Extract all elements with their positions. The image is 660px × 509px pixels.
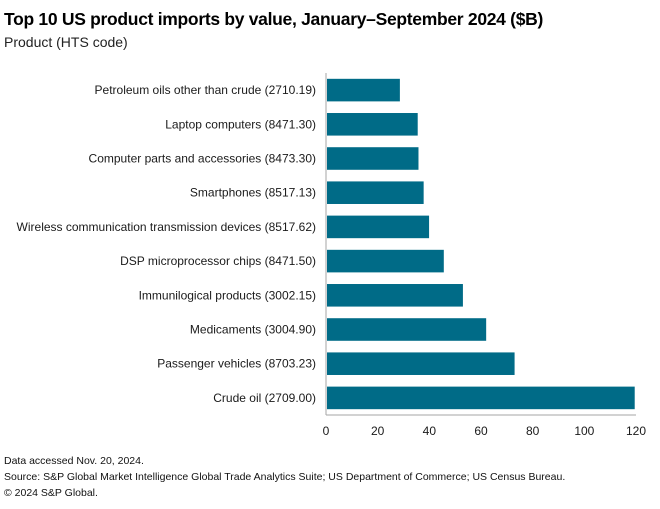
category-label: DSP microprocessor chips (8471.50) [120, 254, 316, 268]
bar-2 [327, 147, 419, 170]
footer-source: Source: S&P Global Market Intelligence G… [4, 471, 566, 483]
footer-copyright: © 2024 S&P Global. [4, 487, 98, 499]
bar-9 [327, 386, 635, 410]
x-tick-label: 20 [371, 424, 385, 438]
bar-5 [327, 249, 444, 273]
bar-3 [327, 181, 424, 204]
category-labels: Petroleum oils other than crude (2710.19… [17, 83, 316, 405]
bars-group [327, 78, 635, 410]
chart-subtitle: Product (HTS code) [4, 34, 128, 50]
category-label: Smartphones (8517.13) [190, 186, 316, 200]
category-label: Medicaments (3004.90) [190, 323, 316, 337]
x-tick-label: 120 [626, 424, 646, 438]
category-label: Computer parts and accessories (8473.30) [89, 152, 316, 166]
category-label: Crude oil (2709.00) [213, 391, 316, 405]
x-tick-label: 60 [474, 424, 488, 438]
category-label: Immunilogical products (3002.15) [139, 288, 316, 302]
category-label: Petroleum oils other than crude (2710.19… [95, 83, 316, 97]
chart-title: Top 10 US product imports by value, Janu… [4, 9, 543, 29]
bar-6 [327, 284, 463, 307]
category-label: Laptop computers (8471.30) [165, 117, 316, 131]
category-label: Passenger vehicles (8703.23) [157, 357, 316, 371]
bar-4 [327, 215, 430, 239]
x-tick-label: 80 [526, 424, 540, 438]
bar-1 [327, 113, 418, 136]
bar-0 [327, 78, 400, 102]
category-label: Wireless communication transmission devi… [17, 220, 316, 234]
x-axis: 0 20 40 60 80 100 120 [323, 73, 646, 438]
x-tick-label: 40 [423, 424, 437, 438]
x-tick-label: 100 [574, 424, 594, 438]
x-tick-label: 0 [323, 424, 330, 438]
footer-accessed: Data accessed Nov. 20, 2024. [4, 455, 144, 467]
bar-7 [327, 318, 487, 341]
bar-8 [327, 352, 515, 375]
